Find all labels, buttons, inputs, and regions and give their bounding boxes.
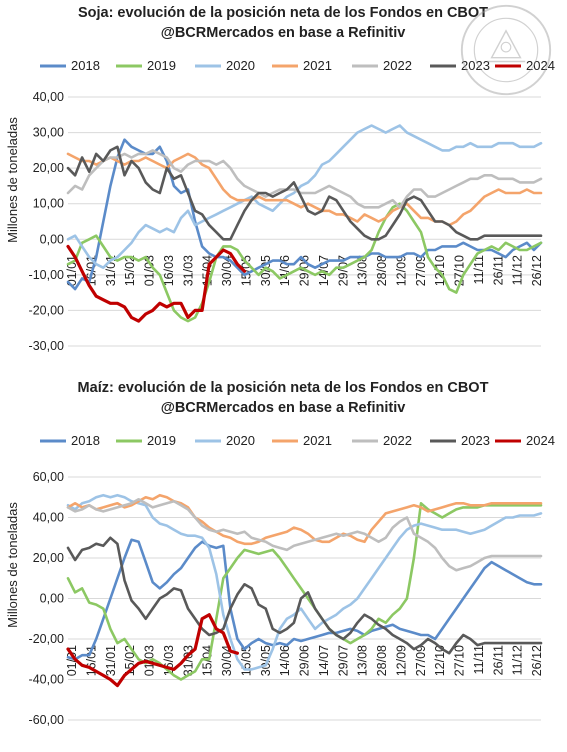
- x-tick-label: 26/11: [491, 255, 505, 285]
- legend-label-2024: 2024: [526, 433, 555, 448]
- x-tick-label: 26/11: [491, 645, 505, 675]
- x-tick-label: 11/12: [511, 645, 525, 675]
- x-tick-label: 31/03: [181, 255, 195, 286]
- series-line-2021: [66, 493, 543, 546]
- x-tick-label: 11/12: [511, 255, 525, 285]
- x-tick-label: 14/07: [317, 645, 331, 676]
- x-tick-label: 16/03: [162, 255, 176, 286]
- x-tick-label: 15/02: [123, 255, 137, 286]
- legend-label-2018: 2018: [71, 58, 100, 73]
- y-axis-label: Millones de toneladas: [5, 117, 20, 243]
- y-tick-label: -10,00: [29, 268, 64, 282]
- x-tick-label: 27/09: [414, 255, 428, 286]
- y-tick-label: 20,00: [33, 551, 64, 565]
- x-tick-label: 14/06: [278, 645, 292, 676]
- series-line-2022: [66, 149, 543, 209]
- x-tick-label: 12/10: [433, 645, 447, 676]
- y-tick-label: 0,00: [40, 592, 64, 606]
- legend-label-2019: 2019: [147, 58, 176, 73]
- legend-label-2022: 2022: [383, 433, 412, 448]
- x-tick-label: 26/12: [530, 255, 544, 286]
- series-line-2020: [66, 124, 543, 270]
- y-tick-label: 30,00: [33, 126, 64, 140]
- x-tick-label: 15/05: [239, 645, 253, 676]
- x-tick-label: 12/09: [394, 645, 408, 676]
- x-tick-label: 26/12: [530, 645, 544, 676]
- series-line-2023: [66, 145, 543, 241]
- x-tick-label: 15/05: [239, 255, 253, 286]
- x-tick-label: 29/07: [336, 645, 350, 676]
- series-line-2024: [66, 244, 247, 323]
- y-tick-label: 40,00: [33, 511, 64, 525]
- x-tick-label: 28/08: [375, 255, 389, 286]
- y-tick-label: 0,00: [40, 232, 64, 246]
- chart-subtitle: @BCRMercados en base a Refinitiv: [161, 25, 406, 41]
- y-tick-label: 60,00: [33, 470, 64, 484]
- x-tick-label: 31/01: [104, 645, 118, 676]
- y-tick-label: -60,00: [29, 713, 64, 727]
- soja-chart: Soja: evolución de la posición neta de l…: [0, 0, 567, 375]
- y-tick-label: 10,00: [33, 197, 64, 211]
- legend-label-2023: 2023: [461, 433, 490, 448]
- x-tick-label: 30/04: [220, 645, 234, 676]
- chart-subtitle: @BCRMercados en base a Refinitiv: [161, 400, 406, 416]
- series-line-2021: [66, 152, 543, 227]
- y-tick-label: 20,00: [33, 161, 64, 175]
- x-tick-label: 30/05: [259, 645, 273, 676]
- legend-label-2021: 2021: [303, 433, 332, 448]
- legend-label-2019: 2019: [147, 433, 176, 448]
- series-line-2023: [66, 536, 543, 655]
- x-tick-label: 13/08: [356, 255, 370, 286]
- y-tick-label: -30,00: [29, 339, 64, 353]
- y-tick-label: -20,00: [29, 632, 64, 646]
- legend-label-2020: 2020: [226, 58, 255, 73]
- series-line-2020: [66, 493, 543, 671]
- legend-label-2021: 2021: [303, 58, 332, 73]
- x-tick-label: 12/09: [394, 255, 408, 286]
- x-tick-label: 30/04: [220, 255, 234, 286]
- x-tick-label: 29/06: [298, 645, 312, 676]
- chart-title: Soja: evolución de la posición neta de l…: [78, 5, 488, 21]
- legend-label-2022: 2022: [383, 58, 412, 73]
- legend-label-2020: 2020: [226, 433, 255, 448]
- series-line-2018: [66, 538, 543, 661]
- y-tick-label: -40,00: [29, 673, 64, 687]
- bcr-seal-watermark: [460, 4, 552, 96]
- legend-label-2023: 2023: [461, 58, 490, 73]
- y-axis-label: Millones de toneladas: [5, 502, 20, 628]
- y-tick-label: 40,00: [33, 90, 64, 104]
- y-tick-label: -20,00: [29, 303, 64, 317]
- legend-label-2024: 2024: [526, 58, 555, 73]
- chart-title: Maíz: evolución de la posición neta de l…: [78, 380, 489, 396]
- series-line-2019: [66, 202, 543, 323]
- series-line-2024: [66, 613, 239, 688]
- maiz-chart: Maíz: evolución de la posición neta de l…: [0, 375, 567, 752]
- x-tick-label: 27/10: [453, 645, 467, 676]
- x-tick-label: 28/08: [375, 645, 389, 676]
- x-tick-label: 29/07: [336, 255, 350, 286]
- legend-label-2018: 2018: [71, 433, 100, 448]
- series-line-2022: [66, 498, 543, 572]
- x-tick-label: 01/01: [65, 645, 79, 676]
- x-tick-label: 27/09: [414, 645, 428, 676]
- x-tick-label: 11/11: [472, 645, 486, 674]
- maiz-chart-svg: Maíz: evolución de la posición neta de l…: [5, 380, 555, 727]
- x-tick-label: 13/08: [356, 645, 370, 676]
- x-tick-label: 11/11: [472, 255, 486, 284]
- soja-chart-svg: Soja: evolución de la posición neta de l…: [5, 5, 555, 353]
- x-tick-label: 01/03: [143, 255, 157, 286]
